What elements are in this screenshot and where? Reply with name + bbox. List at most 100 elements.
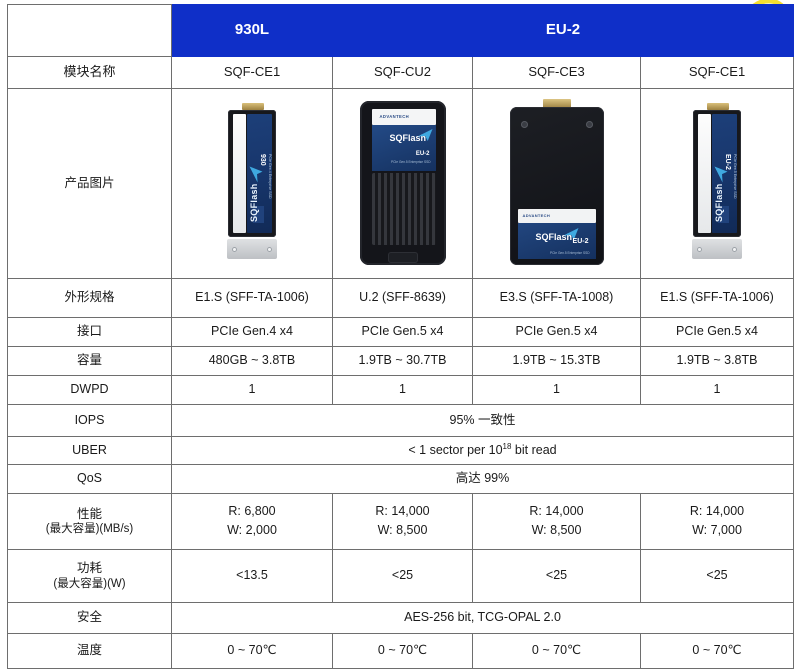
cell-product-image-3: ADVANTECH SQFlash EU-2 PCIe Gen.5 Enterp…	[472, 88, 641, 279]
cell-power-4: <25	[640, 549, 794, 603]
row-label-capacity: 容量	[7, 346, 172, 376]
table-row-temperature: 温度 0 ~ 70℃ 0 ~ 70℃ 0 ~ 70℃ 0 ~ 70℃	[7, 633, 794, 669]
vendor-text: ADVANTECH	[379, 114, 410, 119]
header-group-930l: 930L	[171, 4, 333, 57]
uber-text-post: bit read	[511, 443, 557, 458]
table-row-performance: 性能 (最大容量)(MB/s) R: 6,800 W: 2,000 R: 14,…	[7, 493, 794, 550]
row-label-form-factor: 外形规格	[7, 278, 172, 318]
table-row-product-image: 产品图片 SQFlash 930	[7, 88, 794, 279]
e1s-eu2-drive-illustration: SQFlash EU-2 PCIe Gen.5 Enterprise SSD	[691, 103, 743, 265]
cell-module-name-1: SQF-CE1	[171, 56, 333, 89]
white-label-strip	[233, 114, 246, 233]
cell-security-merged: AES-256 bit, TCG-OPAL 2.0	[171, 602, 794, 634]
perf-write-4: W: 7,000	[692, 523, 742, 537]
cell-temperature-1: 0 ~ 70℃	[171, 633, 333, 669]
table-row-dwpd: DWPD 1 1 1 1	[7, 375, 794, 405]
cell-form-factor-4: E1.S (SFF-TA-1006)	[640, 278, 794, 318]
row-label-product-image: 产品图片	[7, 88, 172, 279]
gold-connector-icon	[542, 99, 571, 108]
cell-power-2: <25	[332, 549, 473, 603]
table-header-row: 930L EU-2	[7, 4, 794, 57]
model-text: 930	[259, 154, 266, 166]
cell-dwpd-2: 1	[332, 375, 473, 405]
u2-eu2-drive-illustration: ADVANTECH SQFlash EU-2 PCIe Gen.5 Enterp…	[359, 101, 446, 265]
cell-interface-4: PCIe Gen.5 x4	[640, 317, 794, 347]
cell-product-image-2: ADVANTECH SQFlash EU-2 PCIe Gen.5 Enterp…	[332, 88, 473, 279]
tagline-text: PCIe Gen.5 Enterprise SSD	[733, 154, 737, 199]
label-barcode	[718, 206, 729, 223]
power-label-group: 功耗 (最大容量)(W)	[10, 561, 169, 591]
cell-uber-merged: < 1 sector per 1018 bit read	[171, 436, 794, 465]
table-row-power: 功耗 (最大容量)(W) <13.5 <25 <25 <25	[7, 549, 794, 603]
performance-label-group: 性能 (最大容量)(MB/s)	[10, 507, 169, 537]
tagline-text: PCIe Gen.4 Enterprise SSD	[268, 154, 272, 199]
row-label-power: 功耗 (最大容量)(W)	[7, 549, 172, 603]
row-label-qos: QoS	[7, 464, 172, 494]
brand-text: SQFlash	[714, 183, 724, 222]
cell-module-name-4: SQF-CE1	[640, 56, 794, 89]
cell-form-factor-2: U.2 (SFF-8639)	[332, 278, 473, 318]
cell-power-1: <13.5	[171, 549, 333, 603]
cell-qos-merged: 高达 99%	[171, 464, 794, 494]
cell-temperature-3: 0 ~ 70℃	[472, 633, 641, 669]
table-row-interface: 接口 PCIe Gen.4 x4 PCIe Gen.5 x4 PCIe Gen.…	[7, 317, 794, 347]
table-row-uber: UBER < 1 sector per 1018 bit read	[7, 436, 794, 465]
drive-body: SQFlash 930 PCIe Gen.4 Enterprise SSD	[228, 110, 276, 237]
cell-capacity-4: 1.9TB ~ 3.8TB	[640, 346, 794, 376]
gold-connector-icon	[242, 103, 264, 110]
blue-label-strip: SQFlash EU-2 PCIe Gen.5 Enterprise SSD	[371, 125, 436, 171]
model-text: EU-2	[724, 154, 731, 170]
cell-interface-3: PCIe Gen.5 x4	[472, 317, 641, 347]
cell-dwpd-4: 1	[640, 375, 794, 405]
table-row-form-factor: 外形规格 E1.S (SFF-TA-1006) U.2 (SFF-8639) E…	[7, 278, 794, 318]
power-label-sub: (最大容量)(W)	[53, 577, 126, 590]
drive-face: ADVANTECH SQFlash EU-2 PCIe Gen.5 Enterp…	[368, 109, 438, 257]
perf-write-1: W: 2,000	[227, 523, 277, 537]
cell-temperature-2: 0 ~ 70℃	[332, 633, 473, 669]
cell-capacity-2: 1.9TB ~ 30.7TB	[332, 346, 473, 376]
performance-label-sub: (最大容量)(MB/s)	[45, 523, 134, 536]
cell-dwpd-1: 1	[171, 375, 333, 405]
white-label-strip: ADVANTECH	[517, 209, 596, 223]
row-label-dwpd: DWPD	[7, 375, 172, 405]
row-label-interface: 接口	[7, 317, 172, 347]
tagline-text: PCIe Gen.5 Enterprise SSD	[390, 160, 431, 164]
e3s-eu2-drive-illustration: ADVANTECH SQFlash EU-2 PCIe Gen.5 Enterp…	[509, 99, 604, 267]
blue-label-strip	[712, 114, 737, 233]
uber-text-pre: < 1 sector per 10	[408, 443, 503, 458]
cell-performance-1: R: 6,800 W: 2,000	[171, 493, 333, 550]
uber-exponent: 18	[502, 442, 512, 452]
white-label-strip	[698, 114, 711, 233]
cell-module-name-2: SQF-CU2	[332, 56, 473, 89]
blue-label-strip	[247, 114, 272, 233]
model-text: EU-2	[572, 238, 589, 246]
drive-body: SQFlash EU-2 PCIe Gen.5 Enterprise SSD	[693, 110, 741, 237]
cell-dwpd-3: 1	[472, 375, 641, 405]
e1s-930l-drive-illustration: SQFlash 930 PCIe Gen.4 Enterprise SSD	[226, 103, 278, 265]
cell-form-factor-3: E3.S (SFF-TA-1008)	[472, 278, 641, 318]
performance-label-main: 性能	[76, 506, 102, 521]
mounting-bracket	[692, 239, 742, 259]
mounting-bracket	[227, 239, 277, 259]
cell-power-3: <25	[472, 549, 641, 603]
header-group-eu2: EU-2	[332, 4, 794, 57]
white-label-strip: ADVANTECH	[371, 109, 436, 125]
cell-product-image-1: SQFlash 930 PCIe Gen.4 Enterprise SSD	[171, 88, 333, 279]
table-row-module-name: 模块名称 SQF-CE1 SQF-CU2 SQF-CE3 SQF-CE1	[7, 56, 794, 89]
tagline-text: PCIe Gen.5 Enterprise SSD	[549, 251, 590, 255]
gold-connector-icon	[707, 103, 729, 110]
cell-module-name-3: SQF-CE3	[472, 56, 641, 89]
row-label-security: 安全	[7, 602, 172, 634]
perf-write-3: W: 8,500	[531, 523, 582, 537]
row-label-temperature: 温度	[7, 633, 172, 669]
blue-label-strip: SQFlash EU-2 PCIe Gen.5 Enterprise SSD	[517, 223, 596, 259]
cell-product-image-4: SQFlash EU-2 PCIe Gen.5 Enterprise SSD	[640, 88, 794, 279]
row-label-uber: UBER	[7, 436, 172, 465]
table-row-iops: IOPS 95% 一致性	[7, 404, 794, 437]
vendor-text: ADVANTECH	[522, 213, 551, 218]
cell-capacity-3: 1.9TB ~ 15.3TB	[472, 346, 641, 376]
perf-write-2: W: 8,500	[377, 523, 428, 537]
heatsink-fins	[371, 173, 436, 245]
cell-performance-2: R: 14,000 W: 8,500	[332, 493, 473, 550]
